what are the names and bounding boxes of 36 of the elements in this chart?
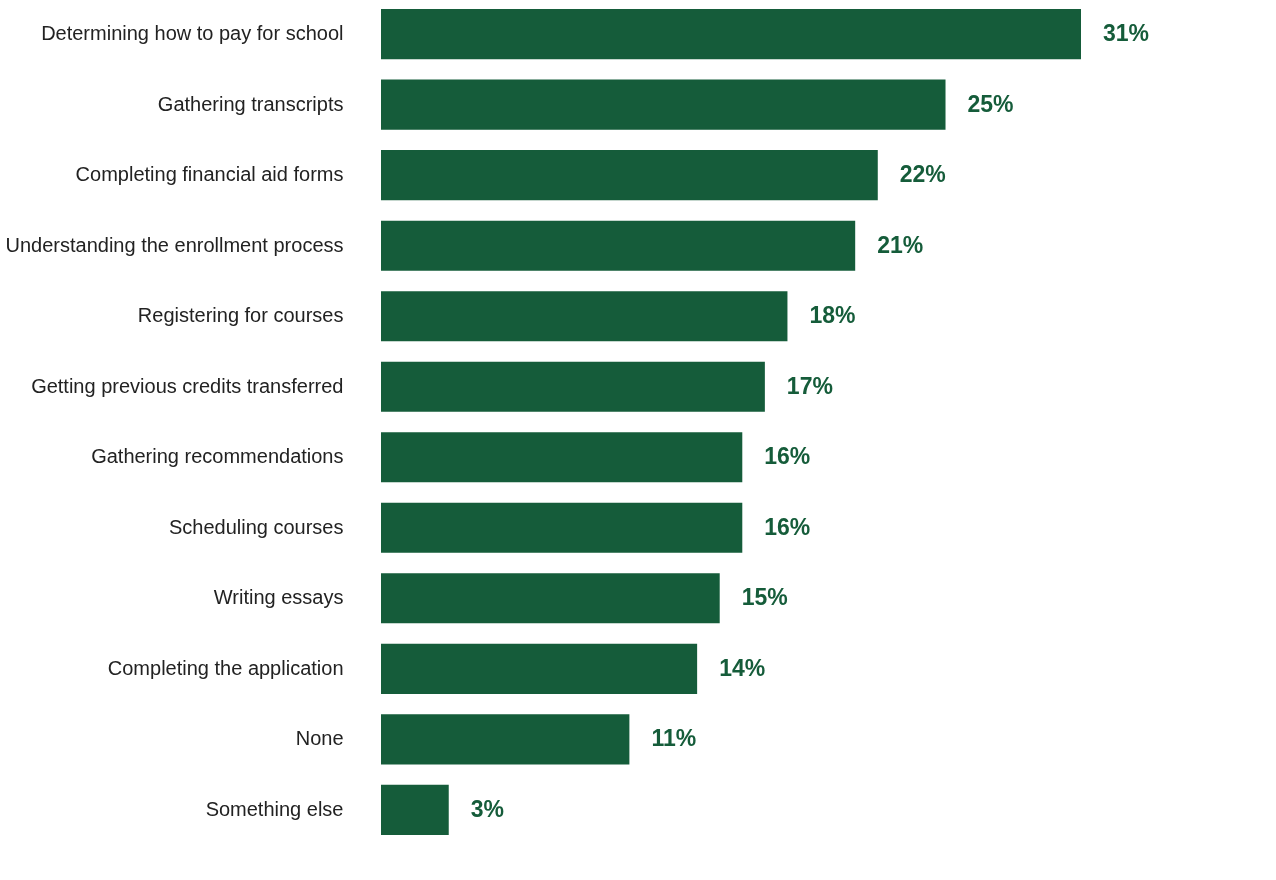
data-label: 11% [651, 725, 697, 752]
bar [381, 9, 1081, 60]
y-tick-label: Gathering transcripts [157, 92, 344, 115]
bar [381, 714, 630, 765]
data-label: 22% [899, 161, 946, 188]
bar [381, 220, 856, 271]
y-tick-label: Gathering recommendations [91, 445, 344, 468]
bar [381, 432, 743, 483]
y-tick-label: Understanding the enrollment process [5, 233, 344, 256]
bar [381, 361, 765, 412]
y-tick-label: Completing financial aid forms [75, 163, 344, 186]
bar [381, 79, 946, 130]
bar [381, 291, 788, 342]
y-tick-label: Scheduling courses [168, 515, 344, 538]
data-label: 25% [967, 90, 1014, 117]
data-label: 3% [470, 795, 504, 822]
data-label: 17% [786, 372, 833, 399]
data-label: 18% [809, 302, 856, 329]
bar [381, 150, 878, 201]
y-tick-label: Determining how to pay for school [41, 22, 344, 45]
y-tick-label: None [295, 727, 344, 750]
bar [381, 502, 743, 553]
y-tick-label: Completing the application [107, 656, 344, 679]
y-tick-label: Writing essays [213, 586, 344, 609]
data-label: 14% [719, 654, 766, 681]
bar [381, 573, 720, 624]
y-tick-label: Something else [205, 797, 344, 820]
bar [381, 643, 698, 694]
bar [381, 784, 449, 835]
data-label: 16% [764, 513, 811, 540]
data-label: 21% [877, 231, 924, 258]
data-label: 16% [764, 443, 811, 470]
data-label: 31% [1103, 20, 1150, 47]
y-tick-label: Registering for courses [137, 304, 344, 327]
y-tick-label: Getting previous credits transferred [31, 374, 344, 397]
data-label: 15% [741, 584, 788, 611]
